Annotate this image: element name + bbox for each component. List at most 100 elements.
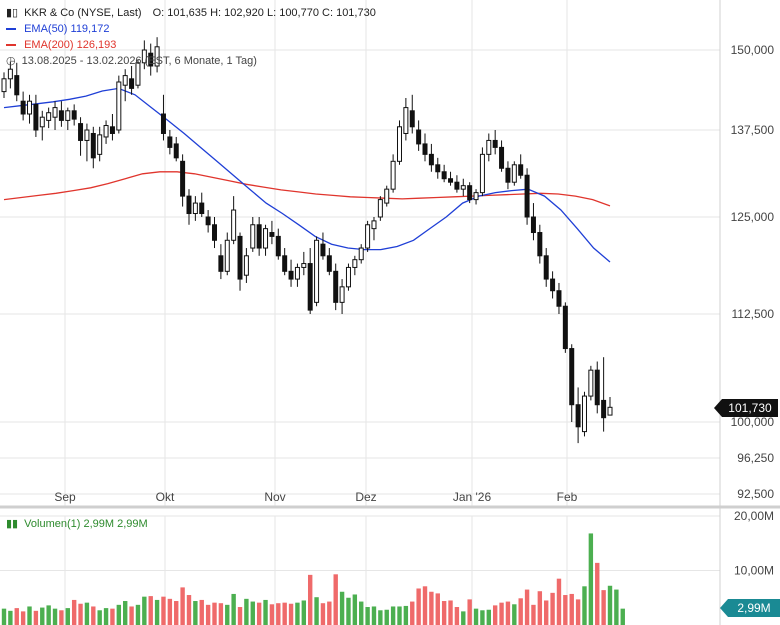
volume-bar	[333, 574, 338, 625]
volume-bar	[601, 590, 606, 625]
candle-body	[594, 369, 600, 406]
candle	[307, 248, 313, 314]
candle	[160, 94, 166, 141]
volume-bar	[123, 601, 128, 625]
candle-body	[263, 228, 269, 249]
volume-bar	[59, 610, 64, 625]
volume-bar	[512, 604, 517, 625]
volume-bar	[620, 608, 625, 625]
candle	[84, 123, 90, 162]
volume-bar	[448, 600, 453, 625]
candle	[109, 114, 115, 141]
candle	[148, 43, 154, 76]
volume-bar	[518, 598, 523, 625]
candle	[14, 62, 20, 102]
candle-body	[65, 110, 71, 121]
candle-body	[384, 188, 390, 204]
volume-bar	[218, 603, 224, 625]
candle-body	[422, 143, 428, 155]
legend-ema200[interactable]: EMA(200) 126,193	[6, 38, 116, 52]
volume-bar	[416, 588, 421, 625]
candle	[314, 236, 320, 307]
price-tick-label: 125,000	[731, 210, 775, 224]
volume-bar	[154, 599, 160, 625]
candle-body	[231, 209, 237, 241]
x-tick-label: Okt	[156, 490, 175, 504]
volume-bar	[595, 562, 600, 625]
candle-body	[71, 110, 77, 120]
candle	[231, 196, 237, 245]
volume-bar	[180, 587, 185, 625]
ema200-label: EMA(200) 126,193	[24, 39, 117, 51]
volume-bar	[499, 602, 504, 625]
volume-bar	[492, 605, 498, 625]
candle	[352, 255, 358, 276]
candle-body	[562, 305, 568, 350]
candle-body	[486, 139, 492, 155]
candle-body	[186, 195, 192, 215]
volume-bar	[339, 591, 345, 625]
candle-body	[167, 136, 173, 148]
candle-body	[588, 369, 594, 397]
candle	[556, 282, 562, 314]
volume-bar	[295, 602, 300, 625]
candle	[167, 130, 173, 155]
candle	[409, 94, 415, 134]
candle-body	[454, 181, 460, 190]
volume-bar	[524, 589, 530, 625]
volume-tick-label: 10,00M	[734, 564, 774, 578]
legend-ema50[interactable]: EMA(50) 119,172	[6, 22, 109, 36]
candle-body	[575, 404, 581, 428]
candle-body	[365, 224, 371, 249]
candle	[537, 224, 543, 264]
candle	[71, 104, 77, 126]
candle-body	[148, 52, 154, 67]
volume-bar	[588, 533, 594, 625]
candle-body	[556, 290, 562, 307]
candle	[492, 130, 498, 155]
volume-bar	[225, 604, 230, 625]
candle	[294, 263, 300, 287]
candle	[377, 196, 383, 221]
candle-body	[90, 132, 96, 159]
candle-body	[52, 107, 58, 118]
volume-bar	[193, 601, 198, 625]
candle-body	[141, 49, 147, 64]
candle	[180, 154, 186, 207]
candle-body	[199, 202, 205, 215]
legend-volume[interactable]: ▮▮ Volumen(1) 2,99M 2,99M	[6, 517, 148, 531]
volume-bar	[327, 601, 332, 625]
volume-bar	[473, 608, 479, 625]
candle	[441, 164, 447, 183]
candle	[422, 133, 428, 162]
candle-body	[269, 232, 275, 237]
candle	[154, 37, 160, 73]
candle	[320, 232, 326, 260]
volume-bar	[537, 591, 543, 625]
candle	[594, 361, 600, 414]
candle-body	[97, 134, 103, 155]
candle	[269, 220, 275, 245]
candle-body	[543, 255, 549, 280]
candle-body	[530, 216, 536, 234]
volume-bar	[250, 601, 255, 625]
volume-bar	[14, 608, 19, 625]
candle-body	[103, 125, 109, 138]
x-tick-label: Nov	[264, 490, 285, 504]
volume-bar	[110, 608, 115, 625]
x-tick-label: Sep	[54, 490, 76, 504]
candle-body	[288, 270, 294, 280]
candle	[524, 168, 530, 225]
volume-bar	[161, 596, 166, 625]
volume-bar	[607, 585, 613, 625]
volume-bar	[575, 599, 581, 625]
candle	[428, 143, 434, 172]
volume-bar	[135, 604, 141, 625]
volume-bar	[467, 599, 472, 625]
x-tick-label: Jan '26	[453, 490, 492, 504]
candle	[97, 126, 103, 162]
candle-body	[569, 348, 575, 406]
candle	[116, 75, 122, 134]
candle	[282, 248, 288, 276]
